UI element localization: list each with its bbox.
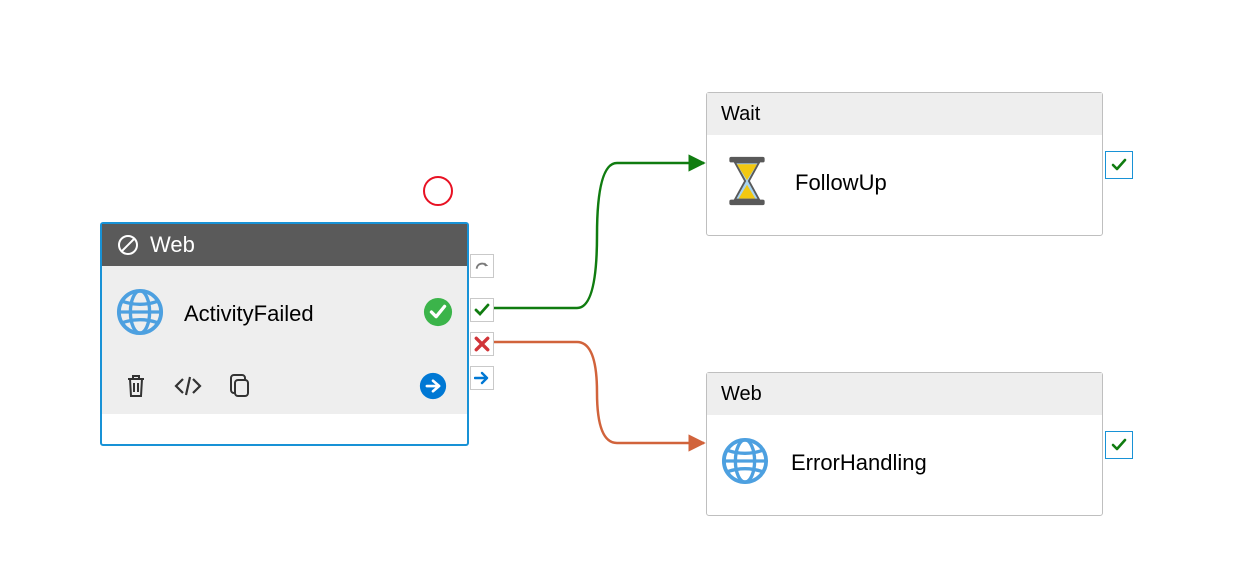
validation-badge (1105, 151, 1133, 179)
activity-header[interactable]: Wait (707, 93, 1102, 135)
activity-toolbar (102, 362, 467, 414)
port-skip[interactable] (470, 366, 494, 390)
port-failure[interactable] (470, 332, 494, 356)
edge-success (490, 163, 704, 308)
activity-header[interactable]: Web (707, 373, 1102, 415)
edge-failure (490, 342, 704, 443)
copy-button[interactable] (226, 372, 254, 400)
activity-type-label: Web (150, 232, 195, 258)
port-completion[interactable] (470, 254, 494, 278)
activity-node-activityfailed[interactable]: Web ActivityFailed (100, 222, 469, 446)
validation-badge (1105, 431, 1133, 459)
activity-type-label: Wait (721, 103, 760, 126)
activity-body: ErrorHandling (707, 415, 1102, 511)
activity-node-followup[interactable]: Wait FollowUp (706, 92, 1103, 236)
activity-node-errorhandling[interactable]: Web ErrorHandling (706, 372, 1103, 516)
activity-name-label: ErrorHandling (791, 450, 927, 476)
activity-name-label: FollowUp (795, 170, 887, 196)
pipeline-canvas[interactable]: Web ActivityFailed (0, 0, 1251, 588)
disabled-icon (116, 233, 140, 257)
delete-button[interactable] (122, 372, 150, 400)
activity-name-label: ActivityFailed (184, 301, 423, 327)
success-status-icon (423, 297, 453, 332)
activity-body: ActivityFailed (102, 266, 467, 362)
activity-body: FollowUp (707, 135, 1102, 231)
globe-icon (116, 288, 164, 341)
code-button[interactable] (174, 372, 202, 400)
activity-header[interactable]: Web (102, 224, 467, 266)
run-next-button[interactable] (419, 372, 447, 400)
globe-icon (721, 437, 769, 490)
breakpoint-indicator[interactable] (422, 175, 454, 207)
port-success[interactable] (470, 298, 494, 322)
hourglass-icon (721, 155, 773, 212)
activity-type-label: Web (721, 383, 762, 406)
